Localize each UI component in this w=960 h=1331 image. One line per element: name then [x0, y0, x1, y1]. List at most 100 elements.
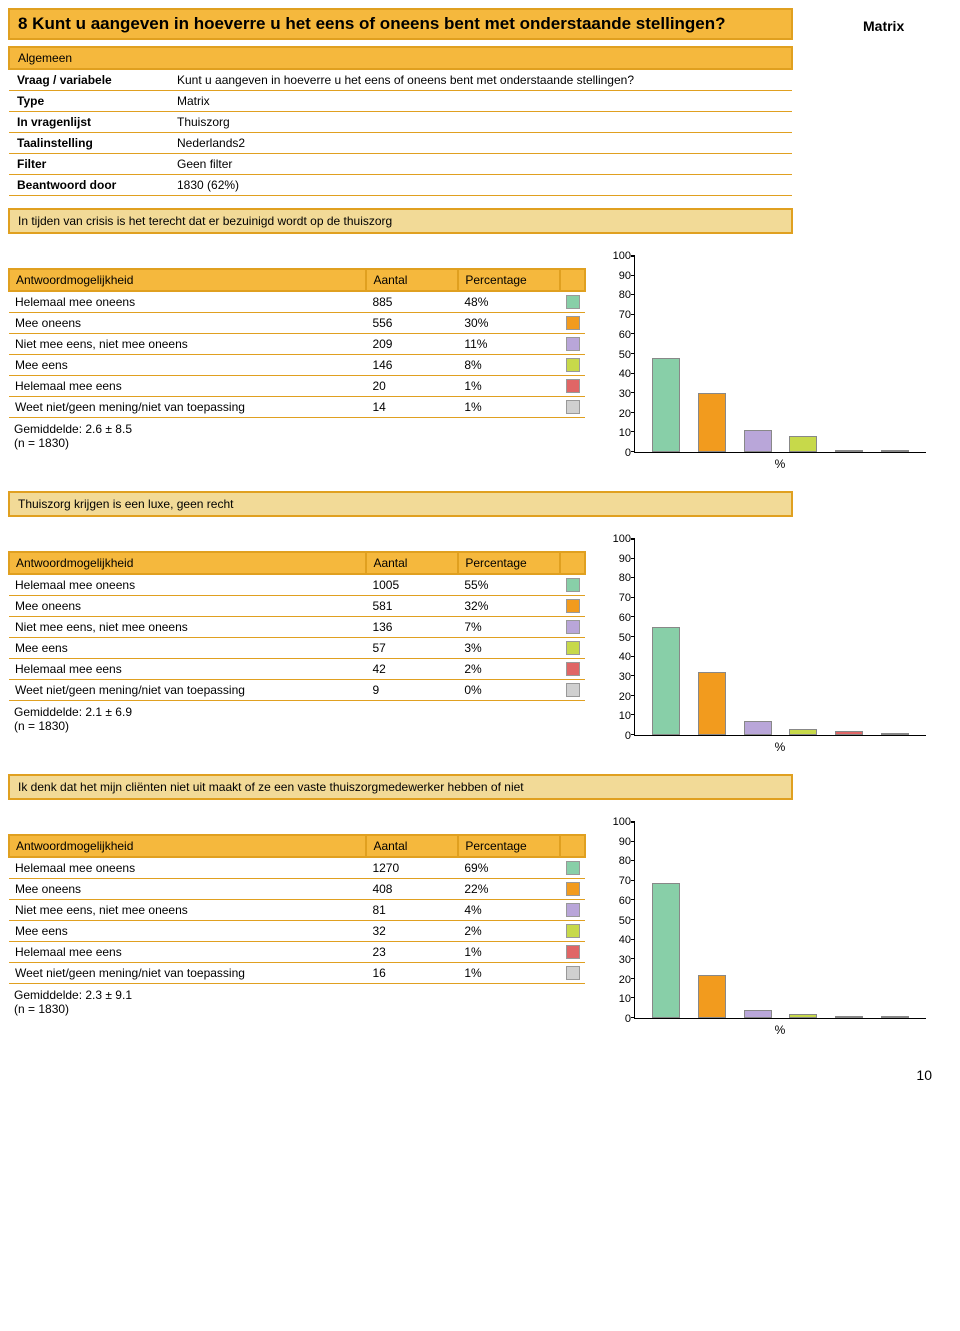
col-header-count: Aantal — [366, 269, 458, 291]
answer-swatch — [560, 574, 585, 596]
meta-label: Filter — [9, 154, 169, 175]
meta-label: Taalinstelling — [9, 133, 169, 154]
chart-bar — [881, 1016, 909, 1018]
answer-count: 209 — [366, 334, 458, 355]
answer-pct: 4% — [458, 900, 560, 921]
answer-pct: 7% — [458, 617, 560, 638]
col-header-count: Aantal — [366, 552, 458, 574]
answer-swatch — [560, 659, 585, 680]
answer-swatch — [560, 313, 585, 334]
bar-chart: 0102030405060708090100% — [606, 539, 926, 754]
y-tick: 20 — [619, 974, 631, 986]
y-tick: 100 — [613, 533, 631, 545]
y-tick: 60 — [619, 329, 631, 341]
y-tick: 80 — [619, 289, 631, 301]
answer-label: Mee eens — [9, 355, 366, 376]
meta-label: Vraag / variabele — [9, 69, 169, 91]
y-tick: 20 — [619, 691, 631, 703]
col-header-pct: Percentage — [458, 835, 560, 857]
chart-bar — [652, 883, 680, 1018]
y-tick: 50 — [619, 632, 631, 644]
answer-pct: 2% — [458, 921, 560, 942]
meta-value: Geen filter — [169, 154, 792, 175]
col-header-option: Antwoordmogelijkheid — [9, 269, 366, 291]
answer-pct: 1% — [458, 942, 560, 963]
y-tick: 70 — [619, 875, 631, 887]
bar-chart: 0102030405060708090100% — [606, 256, 926, 471]
answer-table: AntwoordmogelijkheidAantalPercentage Hel… — [8, 551, 586, 701]
meta-value: Kunt u aangeven in hoeverre u het eens o… — [169, 69, 792, 91]
answer-pct: 30% — [458, 313, 560, 334]
col-header-option: Antwoordmogelijkheid — [9, 835, 366, 857]
answer-table: AntwoordmogelijkheidAantalPercentage Hel… — [8, 834, 586, 984]
answer-pct: 3% — [458, 638, 560, 659]
answer-pct: 32% — [458, 596, 560, 617]
answer-swatch — [560, 397, 585, 418]
answer-label: Helemaal mee oneens — [9, 857, 366, 879]
meta-label: In vragenlijst — [9, 112, 169, 133]
answer-pct: 1% — [458, 376, 560, 397]
x-axis-label: % — [634, 736, 926, 754]
x-axis-label: % — [634, 1019, 926, 1037]
y-tick: 10 — [619, 993, 631, 1005]
y-tick: 100 — [613, 250, 631, 262]
answer-count: 408 — [366, 879, 458, 900]
answer-swatch — [560, 942, 585, 963]
answer-label: Niet mee eens, niet mee oneens — [9, 900, 366, 921]
meta-label: Beantwoord door — [9, 175, 169, 196]
answer-swatch — [560, 376, 585, 397]
chart-bar — [698, 672, 726, 735]
chart-bar — [835, 450, 863, 452]
chart-bar — [835, 731, 863, 735]
answer-count: 16 — [366, 963, 458, 984]
y-tick: 40 — [619, 368, 631, 380]
answer-swatch — [560, 680, 585, 701]
y-tick: 0 — [625, 1013, 631, 1025]
answer-label: Mee eens — [9, 638, 366, 659]
answer-pct: 48% — [458, 291, 560, 313]
y-tick: 100 — [613, 816, 631, 828]
col-header-pct: Percentage — [458, 269, 560, 291]
answer-count: 81 — [366, 900, 458, 921]
answer-label: Mee eens — [9, 921, 366, 942]
answer-count: 1270 — [366, 857, 458, 879]
statement-text: In tijden van crisis is het terecht dat … — [8, 208, 793, 234]
answer-label: Mee oneens — [9, 313, 366, 334]
y-tick: 30 — [619, 671, 631, 683]
question-title: 8 Kunt u aangeven in hoeverre u het eens… — [8, 8, 793, 40]
answer-count: 42 — [366, 659, 458, 680]
y-tick: 90 — [619, 270, 631, 282]
answer-table: AntwoordmogelijkheidAantalPercentage Hel… — [8, 268, 586, 418]
y-tick: 30 — [619, 954, 631, 966]
chart-bar — [835, 1016, 863, 1018]
answer-count: 23 — [366, 942, 458, 963]
y-tick: 80 — [619, 572, 631, 584]
answer-pct: 8% — [458, 355, 560, 376]
answer-count: 14 — [366, 397, 458, 418]
answer-count: 146 — [366, 355, 458, 376]
meta-table: Algemeen Vraag / variabeleKunt u aangeve… — [8, 46, 793, 196]
answer-pct: 0% — [458, 680, 560, 701]
chart-bar — [698, 975, 726, 1018]
y-tick: 60 — [619, 612, 631, 624]
meta-value: Nederlands2 — [169, 133, 792, 154]
y-tick: 50 — [619, 915, 631, 927]
chart-bar — [744, 430, 772, 452]
meta-value: Matrix — [169, 91, 792, 112]
y-tick: 90 — [619, 553, 631, 565]
answer-pct: 11% — [458, 334, 560, 355]
answer-swatch — [560, 900, 585, 921]
answer-swatch — [560, 963, 585, 984]
answer-label: Helemaal mee eens — [9, 942, 366, 963]
answer-count: 20 — [366, 376, 458, 397]
answer-pct: 2% — [458, 659, 560, 680]
answer-swatch — [560, 921, 585, 942]
answer-pct: 55% — [458, 574, 560, 596]
chart-bar — [789, 1014, 817, 1018]
answer-label: Weet niet/geen mening/niet van toepassin… — [9, 397, 366, 418]
y-tick: 10 — [619, 427, 631, 439]
chart-bar — [744, 1010, 772, 1018]
chart-bar — [744, 721, 772, 735]
answer-count: 57 — [366, 638, 458, 659]
statement-text: Thuiszorg krijgen is een luxe, geen rech… — [8, 491, 793, 517]
